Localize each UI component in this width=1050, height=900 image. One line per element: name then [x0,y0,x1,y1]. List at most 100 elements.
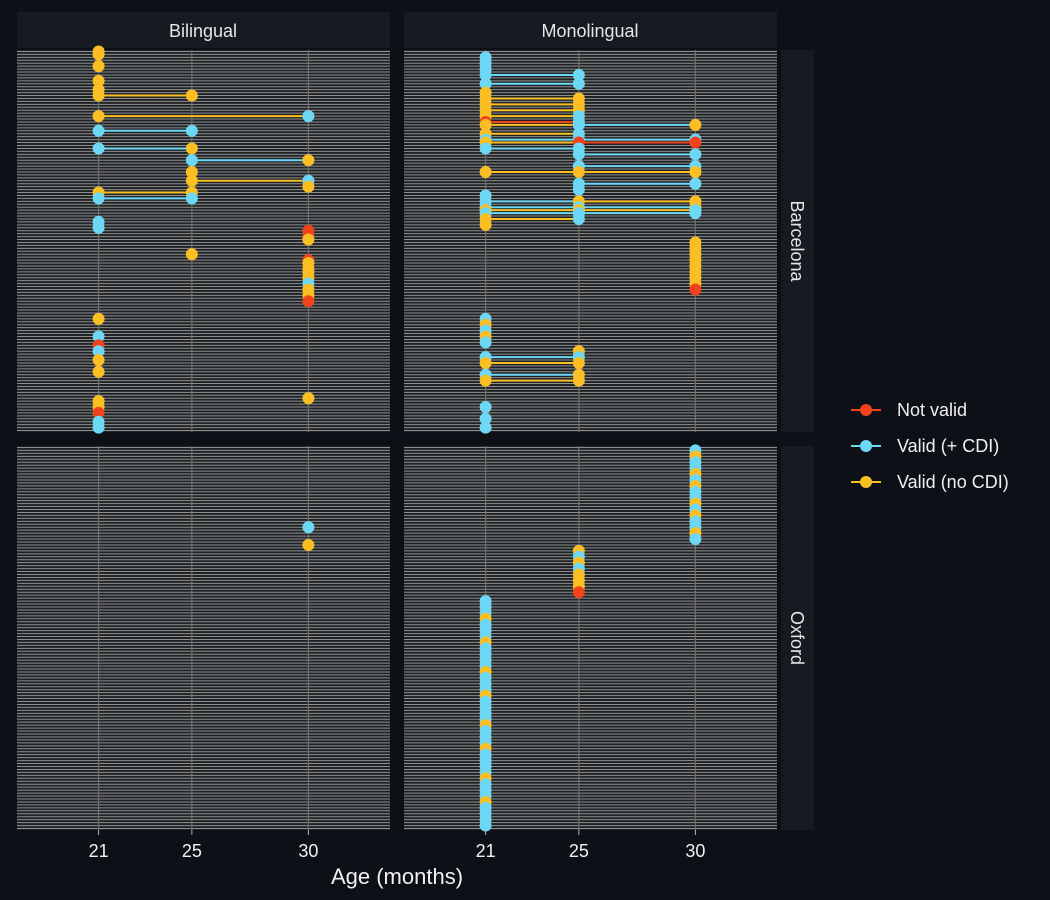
session-point-valid-no-cdi [302,392,315,405]
session-points-bilingual-barcelona [92,45,315,434]
session-point-valid-cdi [572,148,585,161]
participant-row-lines-bilingual-oxford [17,446,390,830]
panel-bilingual-barcelona [17,45,390,434]
session-point-valid-no-cdi [185,142,198,155]
session-point-valid-cdi [689,177,702,190]
session-point-valid-no-cdi [92,110,105,123]
session-point-valid-cdi [689,533,702,546]
session-point-valid-cdi [572,183,585,196]
session-point-valid-no-cdi [572,165,585,178]
strip-col-monolingual-label: Monolingual [541,21,638,41]
strip-col-monolingual-bg [404,12,777,48]
session-connectors-bilingual-barcelona [98,94,309,200]
x-tick-label-21: 21 [89,841,109,861]
session-point-valid-no-cdi [92,89,105,102]
legend-label-valid-no-cdi: Valid (no CDI) [897,472,1009,492]
session-point-not-valid [572,586,585,599]
session-point-valid-no-cdi [479,374,492,387]
session-connectors-monolingual-barcelona [485,73,696,382]
legend-item-valid-cdi: Valid (+ CDI) [851,436,999,456]
session-point-valid-no-cdi [302,180,315,193]
session-point-valid-cdi [92,345,105,358]
legend-label-not-valid: Not valid [897,400,967,420]
strip-row-barcelona-label: Barcelona [787,200,807,282]
session-point-valid-cdi [479,68,492,81]
session-point-valid-cdi [479,77,492,90]
session-point-valid-no-cdi [92,48,105,61]
panel-monolingual-oxford [404,444,777,832]
panel-bilingual-oxford [17,446,390,830]
legend-key-dot-valid-cdi [860,440,872,452]
x-tick-label-30: 30 [298,841,318,861]
session-point-valid-no-cdi [479,356,492,369]
session-point-valid-no-cdi [92,354,105,367]
legend-item-valid-no-cdi: Valid (no CDI) [851,472,1009,492]
session-point-valid-no-cdi [185,248,198,261]
panel-monolingual-barcelona [404,50,777,434]
strip-row-oxford-bg [781,446,814,830]
strip-col-bilingual-bg [17,12,390,48]
session-points-bilingual-oxford [302,521,315,551]
session-point-valid-cdi [185,154,198,167]
x-tick-label-30: 30 [685,841,705,861]
session-point-valid-cdi [572,77,585,90]
session-point-valid-cdi [572,118,585,131]
session-point-valid-cdi [479,142,492,155]
session-point-valid-cdi [92,124,105,137]
x-tick-label-25: 25 [182,841,202,861]
strip-row-oxford-label: Oxford [787,611,807,665]
session-point-valid-no-cdi [572,356,585,369]
session-point-not-valid [689,283,702,296]
x-tick-label-25: 25 [569,841,589,861]
session-point-valid-cdi [572,212,585,225]
session-point-valid-cdi [92,421,105,434]
session-point-not-valid [92,406,105,419]
session-point-valid-no-cdi [479,165,492,178]
x-axis-monolingual: 21 25 30 [476,830,705,861]
session-point-valid-cdi [92,192,105,205]
session-point-valid-no-cdi [302,538,315,551]
session-point-valid-cdi [689,148,702,161]
session-point-valid-no-cdi [92,74,105,87]
session-point-valid-cdi [572,68,585,81]
session-point-valid-no-cdi [92,365,105,378]
session-point-valid-no-cdi [92,60,105,73]
session-point-valid-no-cdi [689,118,702,131]
session-point-valid-no-cdi [92,312,105,325]
session-point-valid-cdi [302,521,315,534]
session-points-monolingual-oxford [479,444,702,832]
participant-row-lines-monolingual-oxford [404,446,777,830]
legend-key-dot-not-valid [860,404,872,416]
session-point-valid-cdi [302,110,315,123]
session-point-valid-cdi [185,124,198,137]
x-axis-title: Age (months) [331,864,463,889]
session-point-not-valid [689,136,702,149]
session-point-valid-cdi [479,421,492,434]
session-point-valid-no-cdi [185,165,198,178]
strip-row-barcelona-bg [781,50,814,432]
session-point-valid-no-cdi [302,233,315,246]
session-points-monolingual-barcelona [479,51,702,434]
legend-label-valid-cdi: Valid (+ CDI) [897,436,999,456]
session-point-valid-cdi [479,401,492,414]
session-point-valid-no-cdi [479,118,492,131]
participant-row-lines-bilingual-barcelona [17,50,390,432]
legend: Not valid Valid (+ CDI) Valid (no CDI) [851,400,1009,492]
session-point-valid-no-cdi [572,374,585,387]
session-point-valid-no-cdi [689,165,702,178]
session-point-valid-no-cdi [479,218,492,231]
session-point-valid-cdi [92,142,105,155]
session-point-valid-no-cdi [185,89,198,102]
session-point-not-valid [302,295,315,308]
session-point-valid-cdi [479,819,492,832]
session-point-valid-cdi [689,207,702,220]
x-axis-bilingual: 21 25 30 [89,830,318,861]
legend-item-not-valid: Not valid [851,400,967,420]
session-point-valid-cdi [479,336,492,349]
session-point-valid-no-cdi [185,174,198,187]
session-point-valid-cdi [92,330,105,343]
session-point-valid-no-cdi [302,154,315,167]
x-tick-label-21: 21 [476,841,496,861]
strip-col-bilingual-label: Bilingual [169,21,237,41]
